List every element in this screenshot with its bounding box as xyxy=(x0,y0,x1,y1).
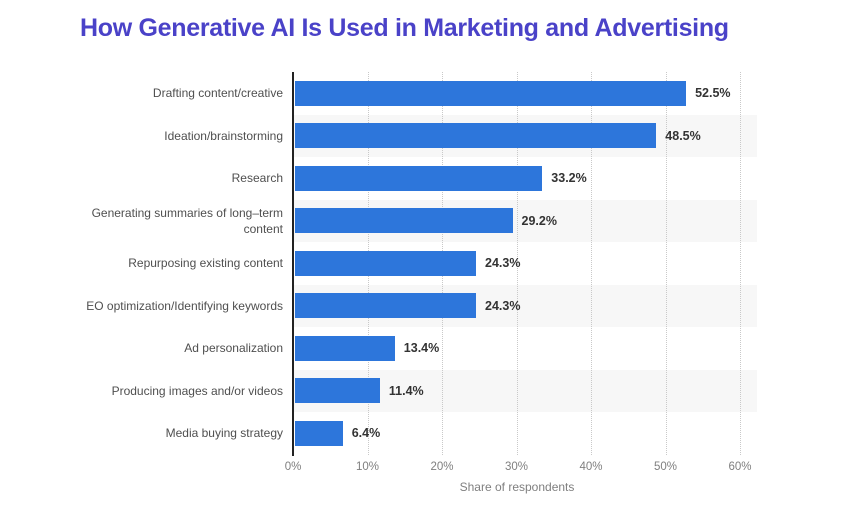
value-label: 29.2% xyxy=(521,213,557,228)
bar-row: Producing images and/or videos 11.4% xyxy=(0,369,853,412)
value-label: 13.4% xyxy=(403,341,440,356)
bar xyxy=(295,335,395,361)
bar xyxy=(295,165,543,191)
bar xyxy=(295,208,513,234)
category-label: Ideation/brainstorming xyxy=(164,128,283,143)
bar-rows-container: Drafting content/creative 52.5% Ideation/b… xyxy=(0,72,853,455)
bar-row: Media buying strategy 6.4% xyxy=(0,412,853,455)
x-tick-label: 0% xyxy=(284,461,302,473)
bar xyxy=(295,293,476,319)
x-tick-label: 10% xyxy=(355,461,380,473)
bar xyxy=(295,123,657,149)
value-label: 11.4% xyxy=(388,383,424,398)
value-label: 52.5% xyxy=(695,86,731,101)
category-label: Producing images and/or videos xyxy=(111,383,283,398)
category-label: Ad personalization xyxy=(184,341,283,356)
category-label: EO optimization/Identifying keywords xyxy=(86,298,283,313)
bar xyxy=(295,420,343,446)
x-tick-label: 20% xyxy=(430,461,454,473)
bar-row: Ad personalization 13.4% xyxy=(0,327,853,370)
category-label: Repurposing existing content xyxy=(128,256,283,271)
category-label: Research xyxy=(231,171,283,186)
x-axis-ticks: 0% 10% 20% 30% 40% 50% 60% xyxy=(285,461,752,477)
category-label: Media buying strategy xyxy=(165,426,283,441)
x-axis-label: Share of respondents xyxy=(459,480,575,494)
x-tick-label: 60% xyxy=(728,461,752,473)
bar xyxy=(295,378,380,404)
bar-row: Research 33.2% xyxy=(0,157,853,200)
bar-row: Ideation/brainstorming 48.5% xyxy=(0,114,853,157)
bar xyxy=(295,250,476,276)
bar-row: Drafting content/creative 52.5% xyxy=(0,72,853,115)
value-label: 24.3% xyxy=(485,256,521,271)
y-axis-line xyxy=(292,72,294,456)
x-tick-label: 40% xyxy=(579,461,603,473)
category-label: Drafting content/creative xyxy=(152,86,283,101)
value-label: 6.4% xyxy=(351,426,381,441)
value-label: 48.5% xyxy=(665,128,701,143)
value-label: 24.3% xyxy=(485,298,521,313)
chart-title: How Generative AI Is Used in Marketing a… xyxy=(80,14,729,42)
bar xyxy=(295,80,687,106)
x-tick-label: 50% xyxy=(653,461,678,473)
value-label: 33.2% xyxy=(551,171,587,186)
bar-row: Generating summaries of long–term conten… xyxy=(0,199,853,242)
x-tick-label: 30% xyxy=(504,461,529,473)
bar-row: EO optimization/Identifying keywords 24.3… xyxy=(0,284,853,327)
bar-row: Repurposing existing content 24.3% xyxy=(0,242,853,285)
category-label: Generating summaries of long–term conten… xyxy=(91,205,283,236)
